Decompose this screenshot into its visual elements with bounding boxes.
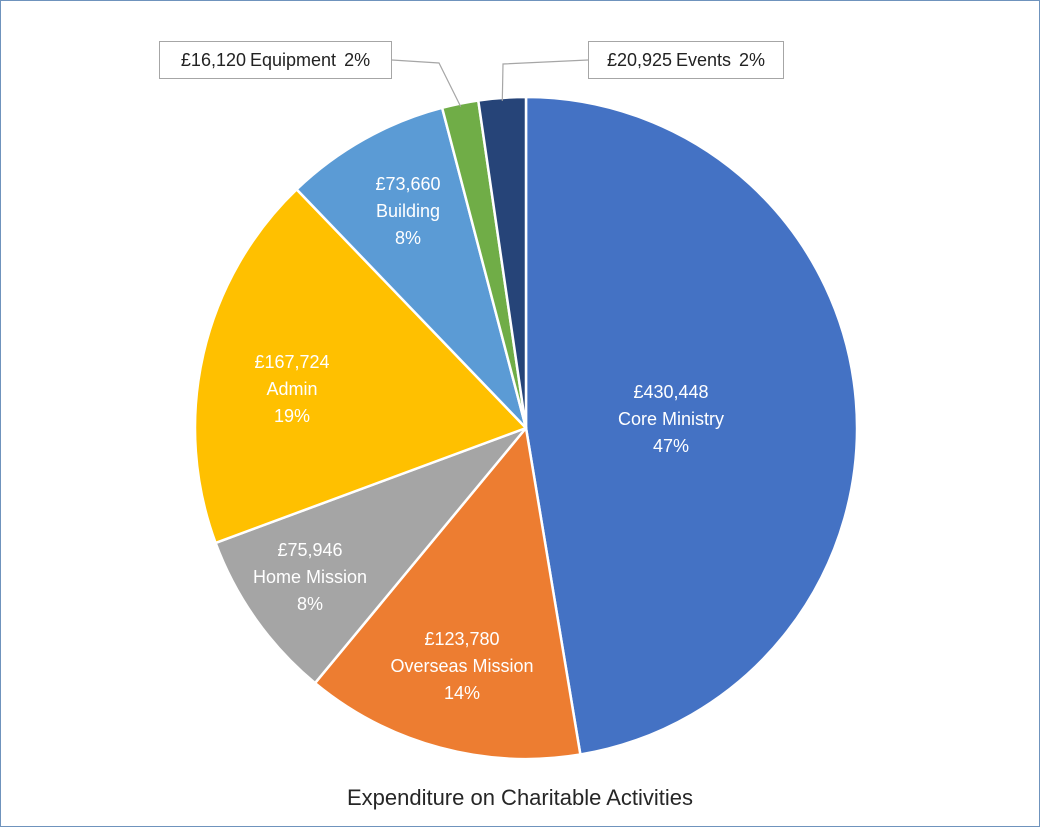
data-label-percent: 47% xyxy=(652,436,690,456)
pie-slice-building xyxy=(295,106,528,430)
leader-line-equipment xyxy=(391,59,462,107)
data-label-home-mission: £75,946 Home Mission 8% xyxy=(200,537,420,618)
pie-slices xyxy=(193,95,859,761)
data-label-percent: 14% xyxy=(443,683,481,703)
callout-percent: 2% xyxy=(344,49,371,70)
data-label-overseas-mission: £123,780 Overseas Mission 14% xyxy=(352,626,572,707)
callout-events: £20,925 Events 2% xyxy=(588,41,784,79)
callout-percent: 2% xyxy=(739,49,766,70)
leader-lines xyxy=(391,59,589,107)
leader-line-events xyxy=(501,59,589,101)
data-label-value: £73,660 xyxy=(375,174,441,194)
data-label-core-ministry: £430,448 Core Ministry 47% xyxy=(561,379,781,460)
data-label-value: £75,946 xyxy=(277,540,343,560)
data-label-building: £73,660 Building 8% xyxy=(298,171,518,252)
callout-equipment: £16,120 Equipment 2% xyxy=(159,41,392,79)
data-label-percent: 8% xyxy=(296,594,323,614)
callout-category: Equipment xyxy=(250,49,337,70)
data-label-admin: £167,724 Admin 19% xyxy=(182,349,402,430)
data-label-category: Home Mission xyxy=(252,567,368,587)
pie-slice-core-ministry xyxy=(524,95,859,756)
pie-slice-overseas-mission xyxy=(313,426,582,761)
data-label-category: Core Ministry xyxy=(617,409,724,429)
callout-category: Events xyxy=(676,49,732,70)
callout-value: £16,120 xyxy=(180,49,246,70)
data-label-value: £123,780 xyxy=(424,629,500,649)
data-label-percent: 19% xyxy=(273,406,311,426)
pie-slice-admin xyxy=(193,188,528,545)
pie-slice-home-mission xyxy=(214,426,528,685)
data-label-category: Admin xyxy=(266,379,318,399)
data-label-percent: 8% xyxy=(394,228,421,248)
data-label-category: Overseas Mission xyxy=(390,656,534,676)
data-label-category: Building xyxy=(375,201,441,221)
chart-title: Expenditure on Charitable Activities xyxy=(346,785,694,810)
data-label-value: £430,448 xyxy=(633,382,709,402)
data-label-value: £167,724 xyxy=(254,352,330,372)
callout-value: £20,925 xyxy=(606,49,673,70)
